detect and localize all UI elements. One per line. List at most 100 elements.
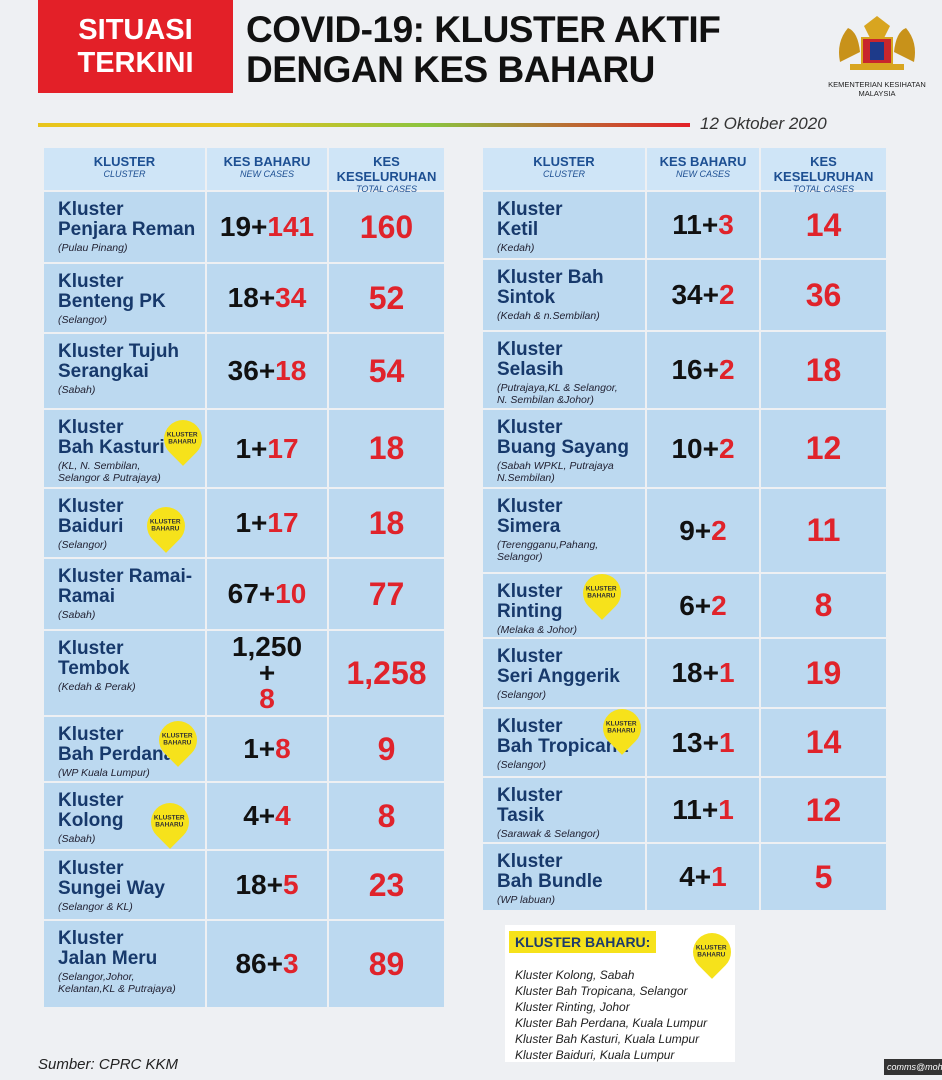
added-cases: 3 — [282, 948, 299, 979]
added-cases: 5 — [282, 869, 299, 900]
cluster-name: Kluster Rinting — [497, 581, 563, 622]
cluster-region: (Terengganu,Pahang, Selangor) — [497, 539, 599, 563]
new-cases-cell: 9+2 — [647, 489, 759, 572]
column-subtitle: TOTAL CASES — [792, 184, 855, 194]
cluster-name: Kluster Bah Sintok — [497, 267, 604, 308]
situation-badge: SITUASI TERKINI — [38, 0, 233, 93]
new-cases-cell: 19+141 — [207, 192, 327, 262]
added-cases: 17 — [267, 507, 299, 538]
existing-cases: 18+ — [235, 869, 283, 900]
total-cases: 18 — [368, 504, 405, 541]
new-cases: 18+1 — [671, 657, 735, 688]
column-header: KES KESELURUHAN TOTAL CASES — [329, 148, 444, 194]
new-cases: 86+3 — [235, 948, 299, 979]
existing-cases: 11+ — [672, 794, 719, 825]
total-cell: 36 — [761, 260, 886, 330]
added-cases: 141 — [267, 211, 315, 242]
column-header: KES KESELURUHAN TOTAL CASES — [761, 148, 886, 194]
badge-text: KLUSTER BAHARU — [166, 431, 198, 446]
new-cases-cell: 6+2 — [647, 574, 759, 637]
new-cases: 4+4 — [243, 802, 291, 830]
cluster-name: Kluster Bah Perdana — [58, 724, 175, 765]
cluster-region: (Selangor & KL) — [58, 901, 133, 913]
existing-cases: 13+ — [671, 726, 719, 758]
cluster-cell: Kluster Bah Tropicana (Selangor) KLUSTER B… — [483, 701, 649, 776]
cluster-cell: Kluster Selasih (Putrajaya,KL & Selangor,… — [483, 332, 645, 408]
new-cases: 13+1 — [671, 726, 734, 758]
total-cases: 5 — [814, 858, 833, 895]
existing-cases: 36+ — [227, 355, 276, 386]
total-cases: 77 — [368, 575, 405, 612]
added-cases: 1 — [718, 657, 735, 688]
total-cell: 23 — [329, 851, 444, 919]
existing-cases: 10+ — [671, 432, 719, 464]
added-cases: 2 — [718, 279, 735, 310]
cluster-cell: Kluster Tasik (Sarawak & Selangor) — [483, 778, 645, 842]
total-cell: 14 — [761, 192, 886, 258]
existing-cases: 16+ — [671, 354, 719, 385]
new-cases-cell: 11+1 — [647, 778, 759, 842]
column-header: KES BAHARU NEW CASES — [647, 148, 759, 190]
existing-cases: 18+ — [227, 282, 276, 313]
badge-text: KLUSTER BAHARU — [605, 720, 637, 735]
total-cell: 12 — [761, 778, 886, 842]
added-cases: 1 — [718, 794, 734, 825]
cluster-name: Kluster Kolong — [58, 790, 124, 831]
new-cases-cell: 18+5 — [207, 851, 327, 919]
column-title: KES KESELURUHAN — [773, 154, 874, 184]
cluster-cell: Kluster Bah Perdana (WP Kuala Lumpur) KLUS… — [44, 713, 205, 781]
new-cases: 9+2 — [679, 516, 727, 544]
new-cases: 1+17 — [235, 507, 299, 538]
cluster-region: (WP labuan) — [497, 894, 555, 906]
cluster-cell: Kluster Bah Kasturi (KL, N. Sembilan, Sel… — [44, 410, 210, 487]
cluster-region: (Selangor) — [58, 539, 108, 551]
total-cell: 1,258 — [329, 631, 444, 715]
new-cases-cell: 36+18 — [207, 334, 327, 408]
ministry-logo — [839, 16, 915, 70]
new-cases: 19+141 — [220, 211, 315, 242]
new-cases-cell: 16+2 — [647, 332, 759, 408]
cluster-region: (Pulau Pinang) — [58, 242, 128, 254]
total-cell: 54 — [329, 334, 444, 408]
total-cases: 8 — [814, 587, 833, 623]
total-cases: 12 — [805, 791, 842, 828]
new-cases-cell: 1,250 + 8 — [207, 631, 327, 715]
cluster-region: (WP Kuala Lumpur) — [58, 767, 150, 779]
total-cell: 9 — [329, 717, 444, 781]
cluster-name: Kluster Selasih — [497, 339, 564, 380]
cluster-region: (Kedah & Perak) — [58, 681, 136, 693]
cluster-region: (Putrajaya,KL & Selangor, N. Sembilan &J… — [497, 382, 618, 406]
cluster-region: (Kedah & n.Sembilan) — [497, 310, 600, 322]
cluster-region: (Selangor) — [497, 759, 547, 771]
new-cases: 6+2 — [679, 591, 727, 619]
added-cases: 18 — [275, 355, 307, 386]
existing-cases: 1+ — [243, 733, 276, 764]
existing-cases: 1+ — [235, 432, 268, 464]
source: Sumber: CPRC KKM — [38, 1056, 179, 1073]
cluster-cell: Kluster Ramai- Ramai (Sabah) — [44, 559, 205, 629]
badge-text: KLUSTER BAHARU — [153, 814, 185, 829]
total-cell: 52 — [329, 264, 444, 332]
total-cases: 54 — [368, 352, 405, 389]
cluster-region: (Kedah) — [497, 242, 535, 254]
total-cases: 52 — [368, 279, 405, 316]
total-cases: 160 — [359, 208, 414, 245]
added-cases: 2 — [718, 432, 735, 464]
cluster-cell: Kluster Bah Sintok (Kedah & n.Sembilan) — [483, 260, 645, 330]
existing-cases: 1,250 + — [231, 631, 303, 688]
cluster-name: Kluster Seri Anggerik — [497, 646, 620, 687]
legend-title: KLUSTER BAHARU: — [509, 931, 657, 953]
cluster-name: Kluster Penjara Reman — [58, 199, 196, 240]
new-cases-cell: 18+34 — [207, 264, 327, 332]
cluster-region: (Melaka & Johor) — [497, 624, 577, 636]
new-cases-cell: 1+17 — [207, 410, 327, 487]
column-title: KLUSTER — [93, 154, 156, 169]
new-cases-cell: 4+4 — [207, 783, 327, 849]
total-cell: 14 — [761, 709, 886, 776]
cluster-name: Kluster Ketil — [497, 199, 563, 240]
added-cases: 8 — [275, 733, 291, 764]
legend: KLUSTER BAHARU: KLUSTER BAHARU Kluster K… — [505, 925, 739, 1062]
total-cases: 18 — [368, 430, 405, 466]
new-cases-cell: 10+2 — [647, 410, 759, 487]
